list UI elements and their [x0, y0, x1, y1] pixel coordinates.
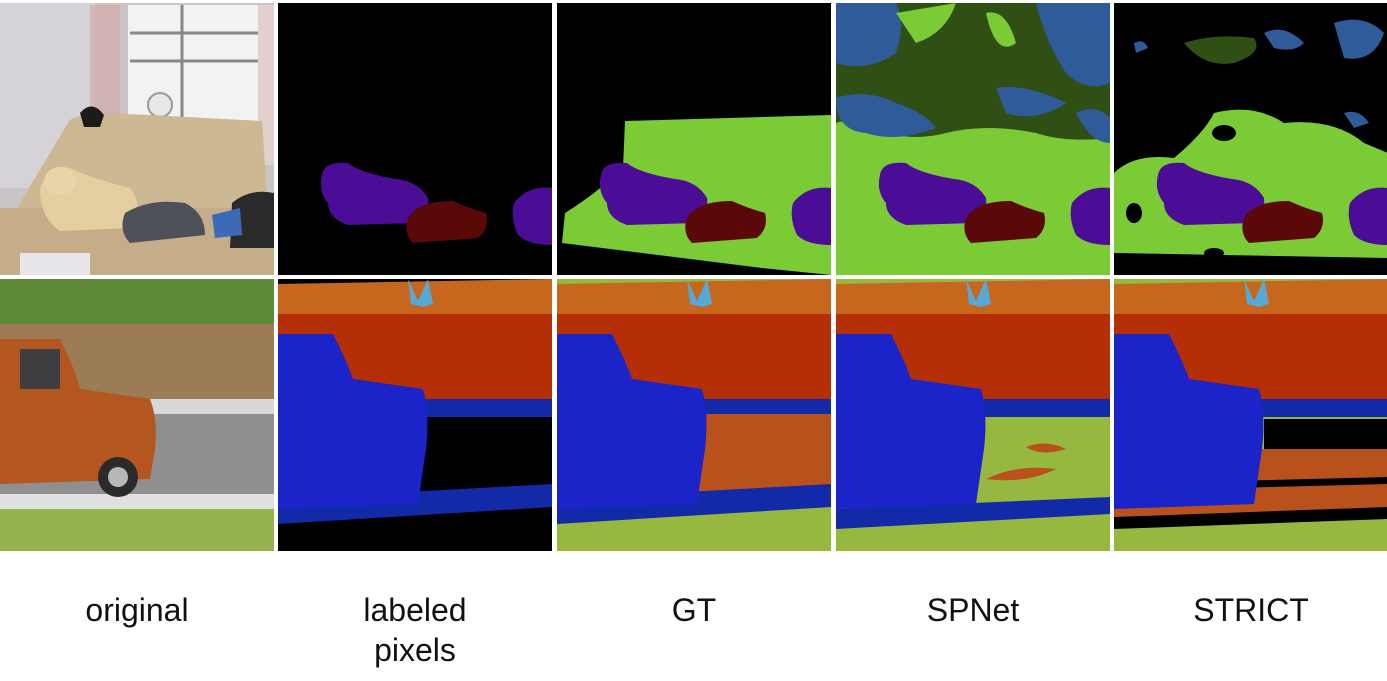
strict-living-room — [1114, 3, 1387, 275]
caption-spnet: SPNet — [926, 592, 1020, 628]
caption-original: original — [85, 592, 189, 628]
spnet-mask-truck — [836, 279, 1110, 551]
labeled-pixels-mask — [278, 3, 552, 275]
truck-photo — [0, 279, 274, 551]
strict-truck — [1114, 279, 1387, 551]
caption-gt: GT — [671, 592, 717, 628]
strict-mask-truck — [1114, 279, 1387, 551]
gt-mask-truck — [557, 279, 831, 551]
labeled-pixels-mask-truck — [278, 279, 552, 551]
gt-mask — [557, 3, 831, 275]
caption-strict: STRICT — [1193, 592, 1309, 628]
photo-original-living-room — [0, 3, 274, 275]
spnet-mask — [836, 3, 1110, 275]
photo-original-truck — [0, 279, 274, 551]
strict-mask — [1114, 3, 1387, 275]
living-room-photo — [0, 3, 274, 275]
spnet-living-room — [836, 3, 1110, 275]
caption-labeled-pixels: labeled pixels — [363, 592, 467, 668]
gt-living-room — [557, 3, 831, 275]
labeled-pixels-living-room — [278, 3, 552, 275]
gt-truck — [557, 279, 831, 551]
labeled-pixels-truck — [278, 279, 552, 551]
spnet-truck — [836, 279, 1110, 551]
